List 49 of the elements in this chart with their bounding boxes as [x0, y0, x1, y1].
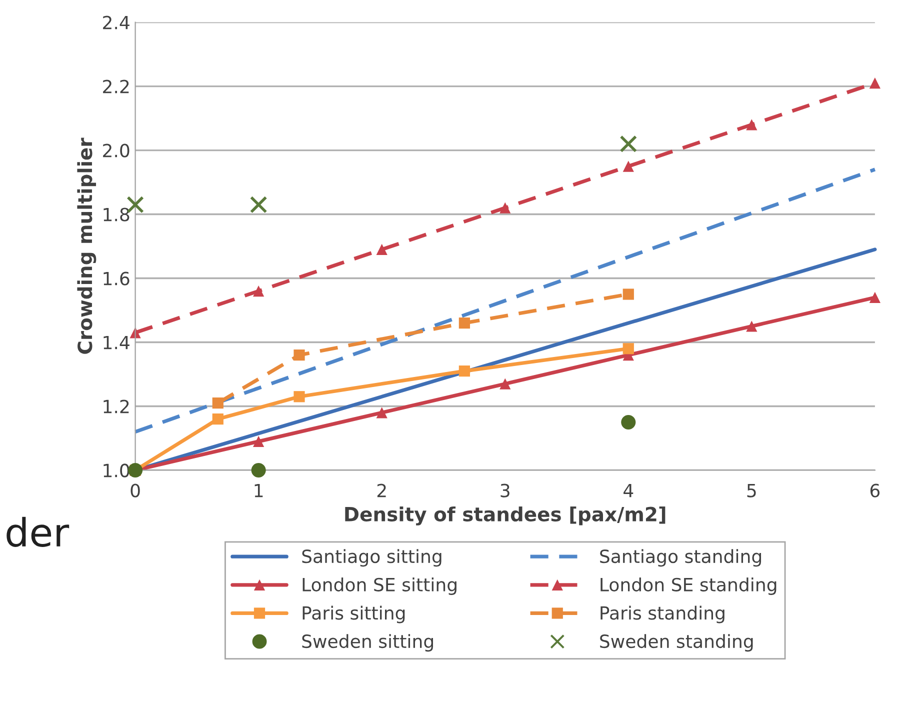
x-tick-label: 6 — [870, 484, 880, 498]
x-tick-label: 1 — [254, 484, 263, 498]
legend-label: Paris standing — [600, 606, 724, 624]
legend-label: Sweden sitting — [302, 634, 433, 652]
point — [622, 160, 634, 172]
legend-label: Sweden standing — [600, 634, 753, 652]
point — [376, 244, 388, 256]
y-tick-label: 2.2 — [103, 80, 129, 94]
legend-label: London SE sitting — [302, 577, 456, 595]
point — [622, 288, 634, 300]
text: der — [6, 516, 70, 547]
y-tick-label: 2.4 — [103, 16, 130, 30]
point — [212, 397, 224, 409]
point — [294, 391, 305, 402]
point — [622, 343, 634, 354]
y-tick-label: 2.0 — [103, 144, 130, 158]
point — [458, 365, 470, 377]
x-tick-label: 3 — [500, 484, 510, 498]
point — [869, 78, 880, 89]
point — [620, 135, 638, 153]
point — [621, 414, 636, 430]
x-axis-title: Density of standees [pax/m2] — [345, 506, 666, 526]
point — [869, 292, 880, 304]
point — [212, 413, 224, 425]
point — [253, 436, 264, 447]
y-tick-label: 1.4 — [104, 336, 130, 350]
y-tick-label: 1.6 — [104, 272, 130, 286]
legend-label: Paris sitting — [302, 606, 405, 624]
point — [294, 349, 305, 361]
x-tick-label: 0 — [130, 484, 140, 498]
point — [253, 285, 264, 297]
x-tick-label: 2 — [377, 484, 386, 498]
legend-label: London SE standing — [600, 577, 776, 595]
point — [376, 407, 388, 418]
legend-label: Santiago standing — [600, 549, 762, 567]
point — [746, 320, 758, 332]
point — [746, 119, 758, 130]
point — [250, 196, 268, 214]
x-tick-label: 4 — [624, 484, 634, 498]
x-tick-label: 5 — [747, 484, 756, 498]
y-axis-title: Crowding multiplier — [77, 138, 96, 354]
point — [458, 317, 470, 329]
y-tick-label: 1.2 — [104, 400, 129, 414]
point — [500, 202, 511, 214]
legend-label: Santiago sitting — [302, 549, 442, 567]
point — [251, 462, 266, 478]
y-tick-label: 1.8 — [104, 208, 130, 222]
point — [500, 378, 511, 390]
y-tick-label: 1.0 — [104, 464, 130, 478]
